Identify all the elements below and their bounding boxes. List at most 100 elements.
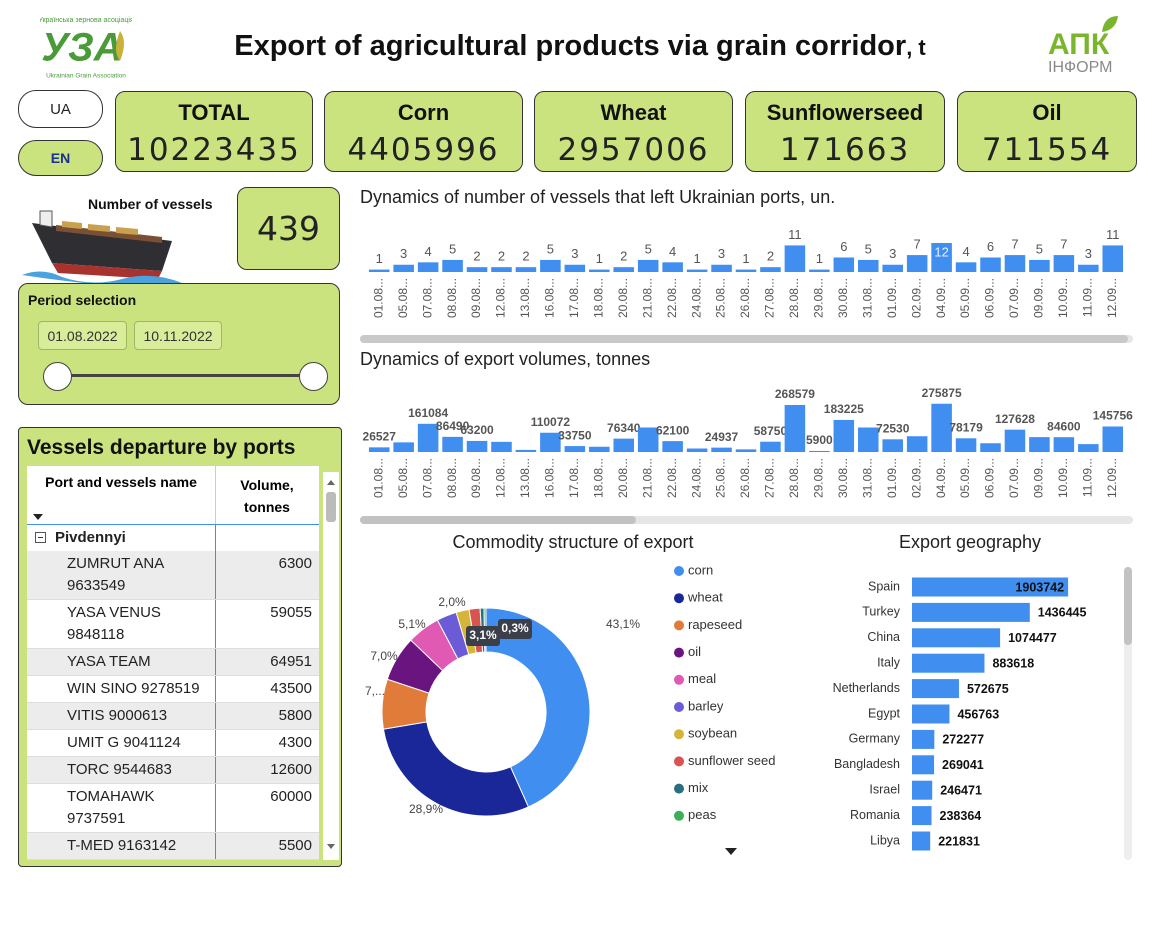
x-tick-label: 07.09... (1007, 458, 1021, 498)
x-tick-label: 01.09... (885, 278, 899, 318)
volume-cell: 60000 (215, 784, 318, 832)
data-label: 5 (865, 241, 872, 256)
kpi-label: Wheat (600, 100, 667, 125)
table-title: Vessels departure by ports (27, 436, 296, 459)
label-badge (498, 619, 532, 639)
sort-arrow[interactable] (33, 514, 43, 520)
scrollbar-thumb[interactable] (1124, 567, 1132, 645)
bar (686, 448, 708, 452)
bar (491, 441, 512, 452)
legend-marker (674, 647, 684, 658)
slider-handle[interactable] (299, 362, 328, 391)
scrollbar-thumb[interactable] (360, 516, 636, 524)
date-end[interactable]: 10.11.2022 (134, 321, 222, 350)
vessel-name: ZUMRUT ANA 9633549 (67, 555, 164, 594)
date-start[interactable]: 01.08.2022 (38, 321, 127, 350)
x-tick-label: 21.08... (640, 458, 654, 498)
x-tick-label: 05.08... (396, 458, 410, 498)
data-label: 72530 (876, 421, 910, 435)
y-tick-label: China (867, 630, 900, 644)
x-tick-label: 27.08... (763, 278, 777, 318)
x-tick-label: 26.08... (738, 458, 752, 498)
x-tick-label: 20.08... (616, 458, 630, 498)
x-tick-label: 07.08... (420, 458, 434, 498)
table-row: ZUMRUT ANA 9633549 6300 (27, 551, 319, 600)
name-cell: WIN SINO 9278519 (27, 676, 215, 702)
y-tick-label: Germany (849, 732, 901, 746)
data-label: 272277 (942, 733, 984, 747)
data-label: 24937 (705, 430, 739, 444)
x-tick-label: 28.08... (787, 458, 801, 498)
bar (540, 432, 561, 452)
group-name: Pivdennyi (55, 529, 126, 546)
legend-label: rapeseed (688, 617, 742, 632)
logo-leaf (1102, 16, 1118, 32)
data-label: 12 (934, 244, 948, 259)
lang-button[interactable]: UA (18, 90, 103, 128)
x-tick-label: 24.08... (689, 278, 703, 318)
collapse-icon[interactable] (35, 532, 46, 543)
name-cell: TORC 9544683 (27, 757, 215, 783)
data-label: 43,1% (606, 617, 640, 631)
data-label: 1 (816, 251, 823, 266)
data-label: 5,1% (398, 617, 426, 631)
data-label: 1 (596, 251, 603, 266)
bar (955, 262, 977, 272)
kpi-label: Oil (1032, 100, 1062, 125)
data-label: 456763 (957, 707, 999, 721)
y-tick-label: Italy (877, 655, 901, 669)
x-tick-label: 13.08... (518, 458, 532, 498)
donut-slice (485, 607, 591, 808)
table-scrollbar[interactable] (323, 472, 339, 860)
scrollbar-track (1124, 567, 1132, 860)
volume-cell: 6300 (215, 551, 318, 599)
x-tick-label: 22.08... (665, 278, 679, 318)
ship-illustration (22, 210, 182, 285)
x-tick-label: 30.08... (836, 458, 850, 498)
data-label: 1 (742, 251, 749, 266)
legend-more-arrow[interactable] (725, 848, 737, 855)
logo-left: Українська зернова асоціація УЗА Ukraini… (40, 16, 132, 80)
volume-cell: 4300 (215, 730, 318, 756)
bar (368, 269, 390, 272)
bar (637, 259, 659, 272)
y-tick-label: Egypt (868, 706, 900, 720)
data-label: 268579 (775, 387, 815, 401)
x-tick-label: 30.08... (836, 278, 850, 318)
bar (931, 403, 952, 452)
kpi-card: Sunflowerseed 171663 (745, 91, 945, 172)
y-tick-label: Libya (870, 833, 900, 847)
donut-slice (483, 607, 487, 653)
volume-cell: 59055 (215, 600, 318, 648)
bar (735, 449, 757, 452)
data-label: 5 (547, 241, 554, 256)
col-header-text: Port and vessels name (45, 474, 197, 490)
bar (1102, 245, 1124, 272)
bar (912, 602, 1030, 622)
vessel-name: YASA TEAM (67, 653, 151, 670)
donut-slice (436, 611, 470, 660)
x-tick-label: 31.08... (860, 458, 874, 498)
bar (931, 243, 952, 272)
x-tick-label: 16.08... (543, 278, 557, 318)
data-label: 63200 (460, 423, 494, 437)
x-tick-label: 21.08... (640, 278, 654, 318)
table-row: YASA VENUS 9848118 59055 (27, 600, 319, 649)
slider-handle[interactable] (43, 362, 72, 391)
slider-track (57, 374, 313, 377)
scrollbar-thumb[interactable] (360, 335, 1128, 343)
lang-button[interactable]: EN (18, 140, 103, 176)
table: Port and vessels name Volume, tonnes Piv… (27, 466, 319, 860)
vessel-name: YASA VENUS 9848118 (67, 604, 161, 643)
data-label: 161084 (408, 406, 448, 420)
logo-right: АПК ІНФОРМ (1048, 16, 1118, 76)
chart-title: Commodity structure of export (452, 532, 693, 552)
bar (589, 446, 610, 452)
vessel-name: VITIS 9000613 (67, 707, 168, 724)
x-tick-label: 18.08... (591, 278, 605, 318)
data-label: 2 (522, 249, 529, 264)
x-tick-label: 24.08... (689, 458, 703, 498)
legend-marker (674, 702, 684, 712)
table-row: T-MED 9163142 5500 (27, 833, 319, 860)
bar (613, 438, 635, 452)
